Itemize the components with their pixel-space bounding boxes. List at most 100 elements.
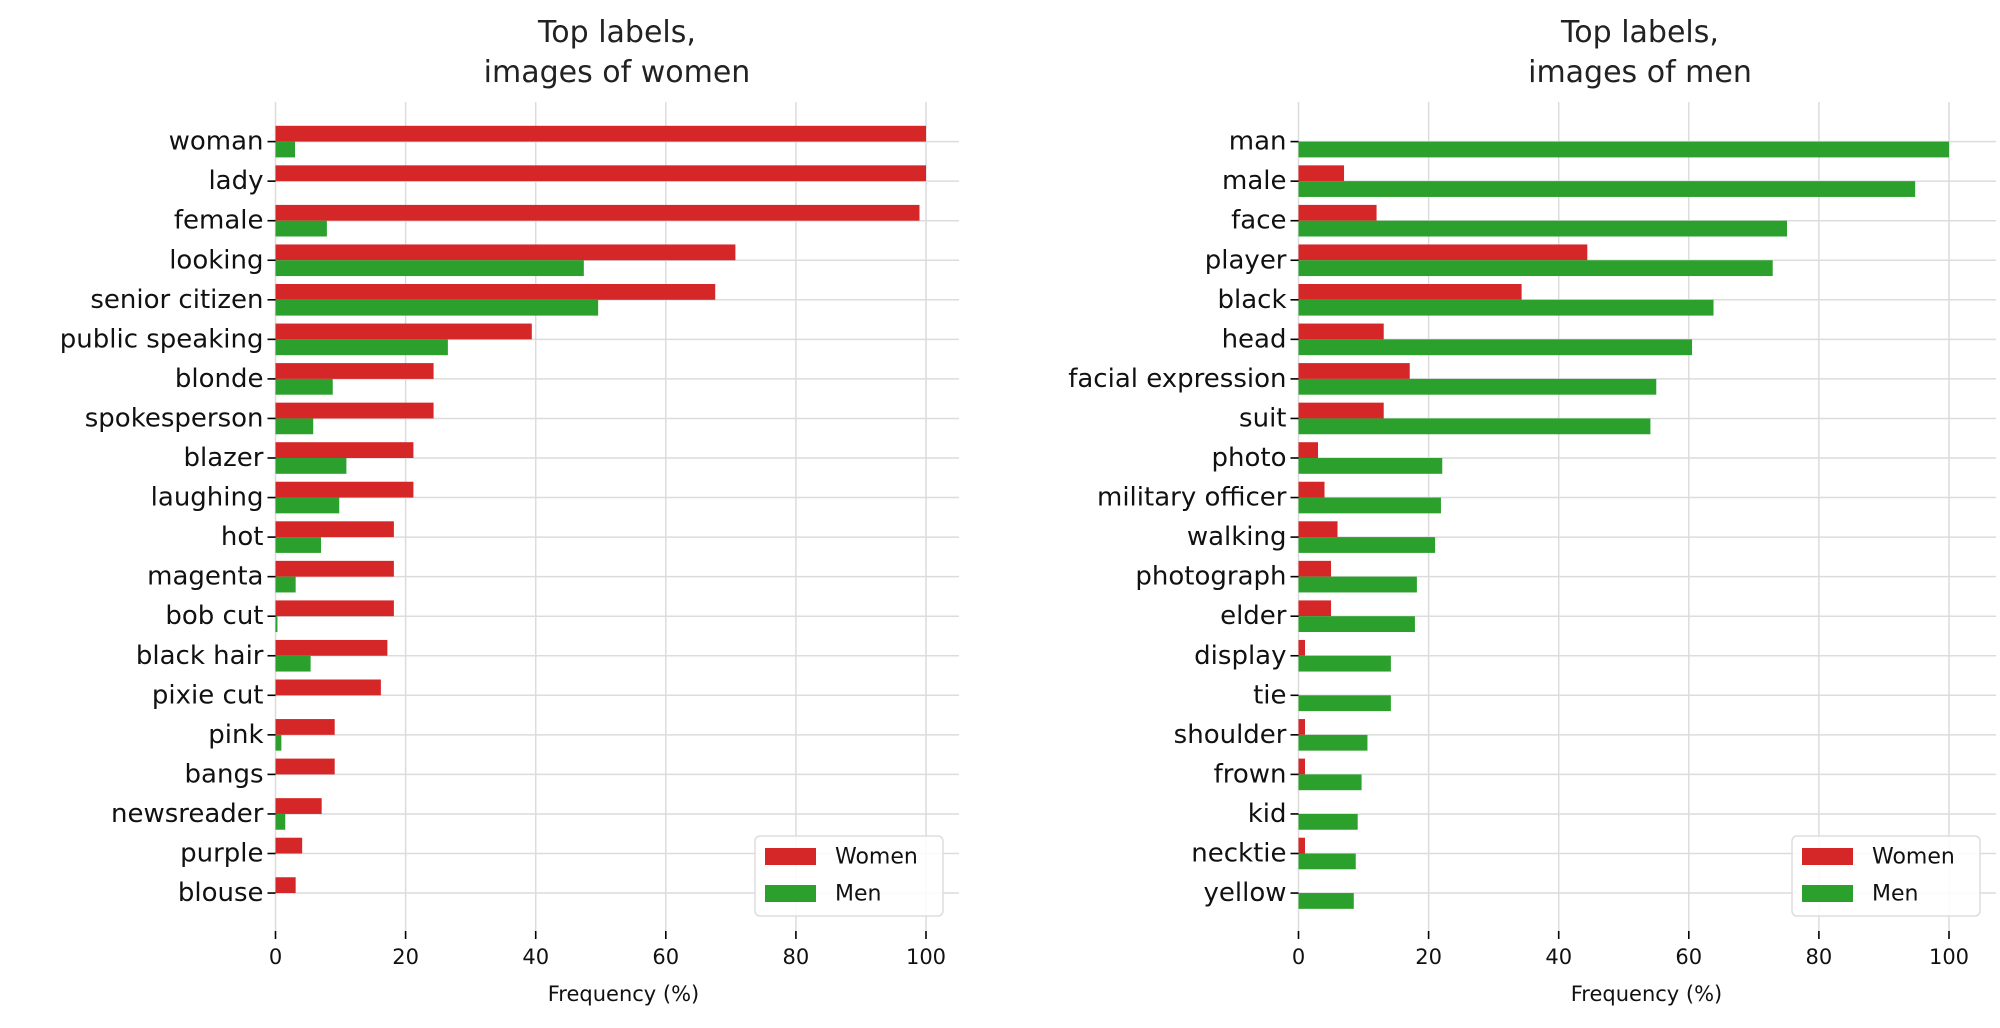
category-label: elder (1220, 601, 1287, 631)
category-label: photograph (1135, 562, 1286, 592)
bar-men (1298, 893, 1354, 909)
bar-men (275, 537, 322, 553)
bar-women (275, 877, 296, 894)
category-label: face (1231, 206, 1286, 236)
bar-women (1298, 284, 1522, 300)
bar-women (1298, 758, 1306, 775)
legend-label-men: Men (1872, 882, 1918, 907)
category-label: pixie cut (152, 680, 264, 710)
category-label: public speaking (60, 324, 264, 354)
x-tick-label: 60 (1675, 945, 1702, 969)
chart-title: images of men (1528, 55, 1752, 90)
bar-men (1298, 497, 1441, 514)
category-label: blouse (178, 878, 264, 908)
category-label: newsreader (111, 799, 264, 829)
bar-women (1298, 639, 1306, 656)
category-label: blazer (184, 443, 264, 473)
bar-men (275, 299, 599, 316)
category-label: looking (169, 245, 263, 275)
legend: Women Men (754, 835, 944, 917)
bar-men (1298, 695, 1391, 712)
x-tick-label: 80 (1806, 945, 1833, 969)
bar-men (275, 734, 282, 751)
category-label: necktie (1191, 839, 1286, 869)
bar-men (275, 576, 296, 593)
bar-men (275, 458, 347, 474)
bar-women (275, 244, 736, 261)
category-label: blonde (175, 364, 264, 394)
category-label: head (1222, 324, 1287, 354)
x-tick-label: 0 (1292, 945, 1305, 969)
bar-women (275, 323, 532, 340)
bar-women (275, 284, 716, 300)
legend-label-men: Men (835, 882, 881, 907)
bar-women (275, 639, 388, 656)
bar-men (1298, 655, 1391, 672)
bar-women (1298, 244, 1588, 261)
bar-men (275, 497, 340, 514)
bar-men (1298, 220, 1788, 237)
category-label: kid (1248, 799, 1287, 829)
bar-men (1298, 853, 1356, 870)
legend-swatch-men (1802, 885, 1853, 902)
category-label: hot (221, 522, 264, 552)
x-tick-label: 0 (269, 945, 282, 969)
bar-women (275, 165, 926, 182)
legend-label-women: Women (835, 845, 918, 870)
category-label: player (1205, 245, 1287, 275)
bar-men (1298, 181, 1916, 197)
bar-men (275, 655, 311, 672)
category-label: suit (1239, 403, 1286, 433)
chart-title: Top labels, (1560, 15, 1719, 50)
women-labels-panel: Top labels, images of women 0 20 40 60 80 100 Fr… (60, 15, 959, 1006)
bar-men (275, 616, 278, 632)
bar-men (1298, 576, 1417, 593)
category-label: bob cut (165, 601, 263, 631)
category-label: spokesperson (85, 403, 264, 433)
bar-women (275, 402, 434, 419)
bar-men (1298, 418, 1651, 435)
bar-men (1298, 260, 1773, 277)
category-label: senior citizen (90, 285, 263, 315)
category-label: lady (208, 166, 263, 196)
category-label: yellow (1203, 878, 1286, 908)
bar-women (1298, 323, 1384, 340)
chart-title: Top labels, (537, 15, 696, 50)
category-label: magenta (147, 562, 263, 592)
bar-men (275, 220, 327, 237)
bar-women (1298, 165, 1345, 182)
legend-label-women: Women (1872, 845, 1955, 870)
bar-men (275, 339, 448, 356)
bar-men (1298, 734, 1368, 751)
bar-women (275, 758, 335, 775)
category-label: pink (208, 720, 263, 750)
category-label: black hair (136, 641, 264, 671)
bar-women (275, 204, 920, 221)
category-label: male (1222, 166, 1286, 196)
x-axis-label: Frequency (%) (548, 982, 700, 1006)
category-label: facial expression (1068, 364, 1286, 394)
bar-women (275, 600, 394, 617)
bar-women (1298, 719, 1306, 735)
bar-women (275, 125, 926, 142)
legend-swatch-men (765, 885, 816, 902)
bar-men (1298, 339, 1693, 356)
category-label: display (1194, 641, 1286, 671)
x-tick-label: 20 (1415, 945, 1442, 969)
bar-men (1298, 774, 1362, 791)
bar-men (1298, 378, 1657, 395)
bar-women (275, 521, 394, 538)
bar-men (1298, 299, 1714, 316)
category-label: shoulder (1174, 720, 1287, 750)
bar-men (275, 141, 296, 158)
bar-men (275, 260, 584, 277)
bar-women (1298, 600, 1332, 617)
bar-men (1298, 458, 1443, 474)
x-tick-label: 20 (392, 945, 419, 969)
x-tick-label: 100 (1929, 945, 1969, 969)
x-tick-label: 100 (906, 945, 946, 969)
category-label: walking (1187, 522, 1287, 552)
x-tick-label: 40 (522, 945, 549, 969)
category-label: frown (1214, 759, 1287, 789)
category-label: black (1217, 285, 1286, 315)
